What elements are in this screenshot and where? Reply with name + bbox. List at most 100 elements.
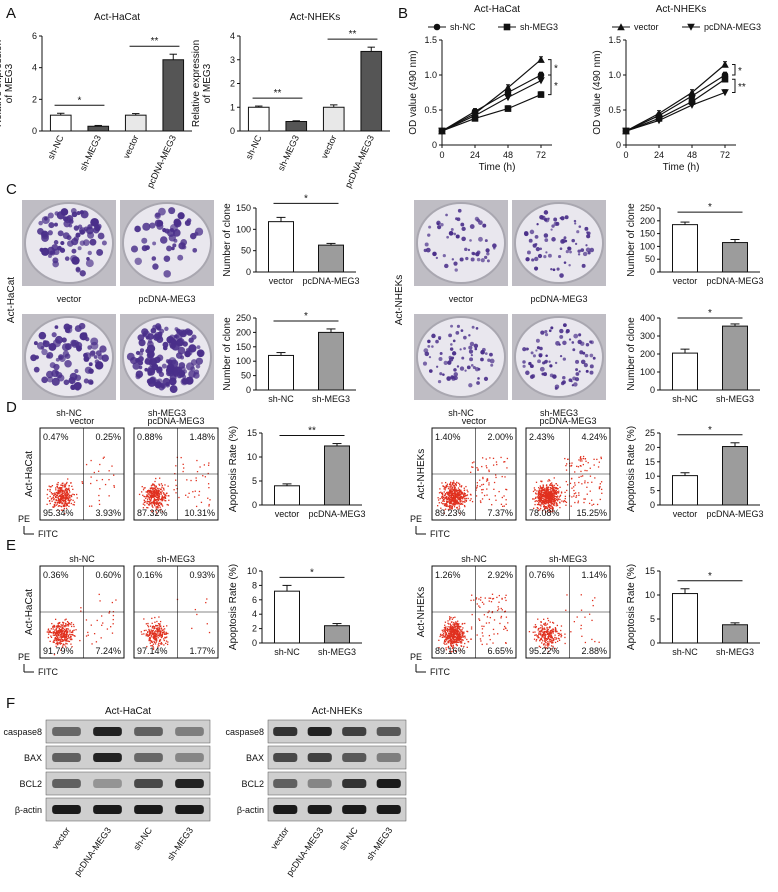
- event-dot: [505, 599, 507, 602]
- event-dot: [156, 494, 159, 497]
- event-dot: [443, 500, 445, 502]
- colony: [535, 338, 540, 343]
- event-dot: [155, 477, 157, 480]
- event-dot: [167, 504, 169, 506]
- event-dot: [546, 494, 548, 496]
- event-dot: [579, 465, 582, 467]
- quadrant-q2-value: 2.00%: [487, 432, 513, 442]
- colony: [589, 340, 593, 344]
- event-dot: [459, 490, 461, 492]
- event-dot: [540, 499, 542, 501]
- event-dot: [187, 496, 189, 498]
- event-dot: [559, 486, 561, 488]
- event-dot: [48, 485, 50, 487]
- bar: [274, 590, 300, 644]
- x-tick-label: 24: [470, 150, 480, 160]
- event-dot: [578, 481, 580, 484]
- event-dot: [535, 638, 538, 641]
- colony: [474, 347, 478, 351]
- event-dot: [155, 638, 158, 641]
- event-dot: [544, 508, 546, 510]
- event-dot: [554, 647, 556, 650]
- event-dot: [545, 507, 547, 509]
- colony: [163, 270, 171, 278]
- lane-label: pcDNA-MEG3: [72, 825, 113, 877]
- event-dot: [537, 507, 539, 510]
- colony: [575, 359, 580, 364]
- colony: [538, 353, 543, 358]
- event-dot: [113, 474, 115, 476]
- event-dot: [199, 466, 201, 468]
- colony: [156, 325, 162, 331]
- colony: [575, 372, 580, 376]
- colony: [529, 364, 534, 369]
- event-dot: [156, 501, 158, 503]
- event-dot: [146, 498, 149, 500]
- event-dot: [164, 637, 166, 639]
- event-dot: [90, 624, 92, 626]
- cell-line-label: Act-NHEKs: [394, 275, 405, 326]
- event-dot: [63, 486, 65, 488]
- event-dot: [443, 488, 445, 490]
- colony: [578, 333, 582, 337]
- colony: [180, 377, 189, 386]
- event-dot: [99, 600, 101, 602]
- event-dot: [152, 625, 154, 627]
- colony: [463, 347, 466, 350]
- event-dot: [488, 634, 491, 637]
- event-dot: [453, 497, 455, 499]
- event-dot: [60, 636, 62, 638]
- event-dot: [445, 649, 448, 651]
- colony: [473, 343, 479, 349]
- colony: [475, 327, 479, 330]
- bar: [268, 221, 294, 273]
- event-dot: [160, 508, 162, 511]
- y-axis-label: Number of clone: [222, 317, 233, 391]
- event-dot: [450, 624, 452, 626]
- event-dot: [56, 499, 58, 502]
- y-axis-label: Apoptosis Rate (%): [626, 426, 637, 512]
- colony: [529, 229, 535, 235]
- event-dot: [447, 500, 449, 503]
- event-dot: [549, 510, 551, 512]
- event-dot: [543, 496, 545, 498]
- event-dot: [482, 635, 484, 637]
- event-dot: [161, 500, 163, 502]
- event-dot: [65, 504, 67, 506]
- event-dot: [453, 624, 456, 626]
- event-dot: [547, 645, 549, 647]
- event-dot: [439, 488, 441, 490]
- event-dot: [551, 639, 553, 642]
- colony: [79, 227, 86, 235]
- event-dot: [56, 501, 59, 504]
- event-dot: [66, 638, 68, 641]
- y-tick-label: 4: [230, 31, 235, 41]
- colony: [543, 210, 549, 215]
- event-dot: [148, 503, 150, 506]
- colony: [459, 257, 464, 262]
- event-dot: [143, 499, 146, 502]
- event-dot: [449, 486, 452, 488]
- event-dot: [547, 497, 549, 499]
- marker-triangle-down: [504, 94, 512, 102]
- event-dot: [471, 466, 473, 468]
- event-dot: [548, 508, 551, 511]
- event-dot: [539, 509, 541, 511]
- event-dot: [458, 501, 460, 504]
- y-tick-label: 1.0: [608, 70, 621, 80]
- event-dot: [55, 643, 57, 645]
- bar: [318, 331, 344, 391]
- event-dot: [161, 504, 163, 506]
- event-dot: [108, 495, 110, 497]
- event-dot: [60, 484, 62, 486]
- event-dot: [456, 492, 458, 494]
- event-dot: [69, 631, 71, 633]
- event-dot: [533, 498, 535, 500]
- event-dot: [153, 636, 155, 638]
- event-dot: [145, 497, 147, 500]
- event-dot: [150, 501, 153, 504]
- event-dot: [451, 634, 453, 636]
- legend-label: sh-MEG3: [520, 22, 558, 32]
- event-dot: [444, 639, 446, 641]
